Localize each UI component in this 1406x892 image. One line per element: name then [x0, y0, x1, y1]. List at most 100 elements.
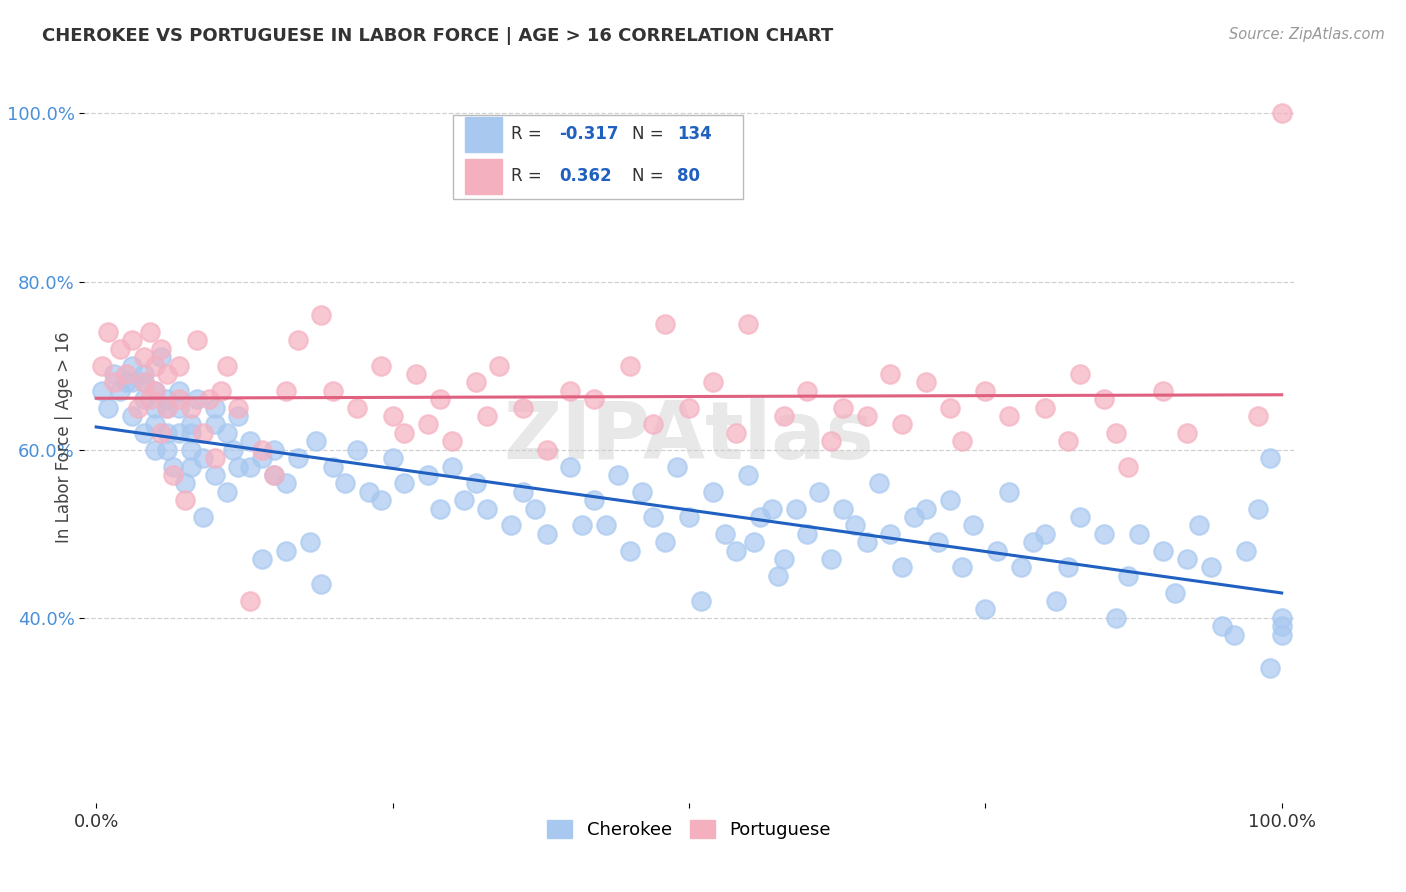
Point — [127, 401, 149, 415]
Point — [1175, 552, 1198, 566]
Point — [405, 367, 427, 381]
Point — [998, 484, 1021, 499]
Point — [1223, 627, 1246, 641]
Point — [121, 334, 143, 348]
Point — [138, 392, 160, 407]
Point — [274, 543, 297, 558]
Point — [156, 425, 179, 440]
Point — [619, 543, 641, 558]
Point — [868, 476, 890, 491]
Point — [156, 401, 179, 415]
Point — [239, 459, 262, 474]
Point — [186, 392, 208, 407]
Point — [145, 442, 167, 457]
Point — [209, 384, 232, 398]
Point — [583, 493, 606, 508]
Point — [1069, 367, 1091, 381]
Point — [737, 467, 759, 482]
Point — [322, 384, 344, 398]
Point — [713, 526, 735, 541]
Point — [418, 467, 440, 482]
Point — [108, 384, 131, 398]
Point — [1188, 518, 1211, 533]
Point — [394, 425, 416, 440]
Point — [560, 459, 582, 474]
Point — [180, 425, 202, 440]
Point — [737, 317, 759, 331]
Point — [1271, 627, 1294, 641]
Point — [346, 401, 368, 415]
Point — [228, 401, 250, 415]
Point — [322, 459, 344, 474]
Point — [180, 401, 202, 415]
Point — [595, 518, 617, 533]
Point — [583, 392, 606, 407]
Point — [927, 535, 949, 549]
Point — [215, 359, 238, 373]
Point — [132, 376, 155, 390]
Point — [180, 417, 202, 432]
Point — [879, 367, 901, 381]
Point — [891, 560, 914, 574]
Point — [1057, 560, 1080, 574]
Point — [477, 409, 499, 423]
Point — [501, 518, 523, 533]
Point — [630, 484, 652, 499]
Point — [464, 376, 486, 390]
Point — [643, 510, 665, 524]
Point — [1033, 526, 1056, 541]
Point — [464, 476, 486, 491]
Point — [263, 467, 285, 482]
Point — [1271, 619, 1294, 633]
Point — [103, 376, 125, 390]
Point — [855, 409, 877, 423]
Point — [263, 442, 285, 457]
Point — [150, 425, 173, 440]
Text: -0.317: -0.317 — [560, 125, 619, 143]
Point — [204, 467, 226, 482]
Point — [1211, 619, 1233, 633]
Point — [274, 384, 297, 398]
Point — [477, 501, 499, 516]
Point — [167, 384, 190, 398]
Point — [162, 467, 184, 482]
Point — [938, 401, 960, 415]
Point — [1271, 611, 1294, 625]
Text: N =: N = — [633, 125, 669, 143]
Point — [132, 367, 155, 381]
Point — [1092, 526, 1115, 541]
Point — [974, 602, 997, 616]
Point — [1010, 560, 1032, 574]
Point — [180, 459, 202, 474]
Point — [1152, 384, 1174, 398]
Point — [167, 425, 190, 440]
Point — [115, 376, 138, 390]
Point — [115, 367, 138, 381]
Point — [1105, 611, 1128, 625]
Point — [772, 552, 794, 566]
Point — [145, 359, 167, 373]
Text: R =: R = — [512, 167, 547, 185]
Point — [1105, 425, 1128, 440]
Point — [156, 401, 179, 415]
Point — [808, 484, 831, 499]
FancyBboxPatch shape — [453, 115, 744, 200]
Point — [950, 434, 973, 449]
Point — [1247, 409, 1270, 423]
Point — [145, 417, 167, 432]
Point — [832, 401, 855, 415]
Point — [108, 342, 131, 356]
Point — [150, 350, 173, 364]
Point — [145, 401, 167, 415]
Text: 134: 134 — [676, 125, 711, 143]
Point — [333, 476, 356, 491]
Text: 80: 80 — [676, 167, 700, 185]
Point — [749, 510, 772, 524]
Point — [915, 376, 938, 390]
Point — [1033, 401, 1056, 415]
Point — [678, 510, 700, 524]
Text: ZIPAtlas: ZIPAtlas — [503, 398, 875, 476]
Point — [654, 317, 676, 331]
Point — [215, 425, 238, 440]
Text: N =: N = — [633, 167, 669, 185]
